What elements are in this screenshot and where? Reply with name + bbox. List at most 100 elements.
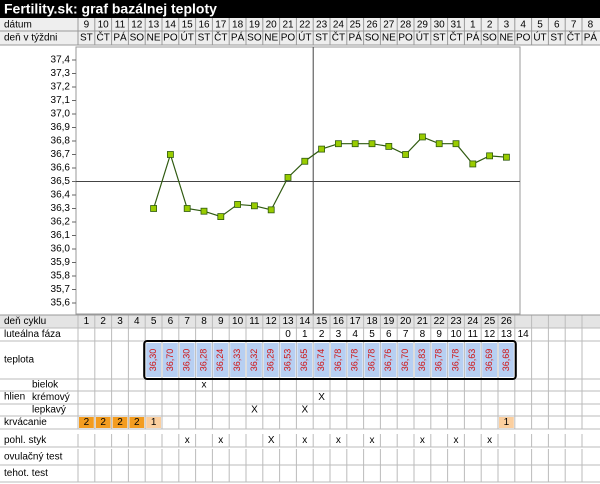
weekday: NE [382, 33, 396, 44]
temp-cell [163, 343, 178, 377]
date: 17 [215, 20, 227, 31]
cell: x [185, 435, 190, 446]
cell: 3 [117, 316, 123, 327]
date: 30 [434, 20, 446, 31]
temp-label: 36,68 [501, 349, 511, 372]
weekday: SO [130, 33, 145, 44]
date: 8 [588, 20, 594, 31]
date: 16 [198, 20, 210, 31]
temperature-point [166, 151, 174, 158]
temp-label: 36,30 [148, 349, 158, 372]
weekday: SO [365, 33, 380, 44]
cell: 14 [299, 316, 311, 327]
temperature-point [402, 151, 410, 158]
cycle-row-bg [0, 315, 600, 328]
temp-cell [213, 343, 229, 377]
cell: 1 [504, 417, 510, 428]
cell: X [251, 405, 258, 416]
temp-cell [297, 343, 313, 377]
y-tick-label: 36,0 [51, 244, 71, 255]
temp-label: 36,33 [232, 349, 242, 372]
cell: x [302, 435, 307, 446]
bleeding-cell [129, 417, 145, 428]
temperature-point [217, 213, 225, 221]
cell: 7 [403, 329, 409, 340]
weekday: ST [80, 33, 93, 44]
date: 10 [98, 20, 110, 31]
temp-cell [448, 343, 464, 377]
y-tick-label: 37,2 [51, 82, 71, 93]
date: 29 [417, 20, 429, 31]
weekday: NE [499, 33, 513, 44]
cell: 21 [417, 316, 429, 327]
weekday: ST [198, 33, 211, 44]
temp-cell [415, 343, 430, 377]
cell: 6 [168, 316, 174, 327]
date: 12 [131, 20, 143, 31]
cell: 24 [467, 316, 479, 327]
cell: 22 [434, 316, 446, 327]
weekday: PÁ [231, 31, 245, 44]
temperature-point [284, 174, 292, 181]
y-tick-label: 37,4 [51, 55, 71, 66]
date: 21 [282, 20, 294, 31]
cell: 7 [184, 316, 190, 327]
cell: X [268, 435, 275, 446]
row-label: ovulačný test [4, 452, 63, 463]
date: 25 [350, 20, 362, 31]
weekday: SO [247, 33, 262, 44]
temp-label: 36,83 [417, 349, 427, 372]
date: 9 [84, 20, 90, 31]
cell: 13 [501, 329, 513, 340]
weekday: ÚT [416, 31, 429, 44]
date: 22 [299, 20, 311, 31]
date: 20 [266, 20, 278, 31]
temperature-point [418, 133, 426, 141]
weekday: NE [264, 33, 278, 44]
y-tick-label: 36,7 [51, 149, 71, 160]
weekday: PO [281, 33, 296, 44]
bleeding-cell [499, 417, 514, 428]
temp-label: 36,76 [383, 349, 393, 372]
row-label: deň cyklu [4, 316, 46, 327]
bleeding-cell [112, 417, 128, 428]
y-tick-label: 35,7 [51, 284, 71, 295]
weekday: PO [163, 33, 178, 44]
weekday: ST [550, 33, 563, 44]
temp-label: 36,28 [198, 349, 208, 372]
y-tick-label: 37,1 [51, 95, 71, 106]
date: 11 [115, 20, 126, 31]
temperature-point [250, 202, 258, 210]
cell: 6 [386, 329, 392, 340]
temp-cell [146, 343, 161, 377]
temperature-point [452, 140, 460, 148]
date: 23 [316, 20, 328, 31]
y-tick-label: 37,0 [51, 109, 71, 120]
chart-frame [75, 46, 521, 315]
temp-cell [482, 343, 497, 377]
cell: 2 [134, 417, 140, 428]
cell: 16 [333, 316, 345, 327]
y-tick-label: 36,4 [51, 190, 71, 201]
temp-cell [263, 343, 279, 377]
cell: 4 [134, 316, 140, 327]
date: 2 [487, 20, 493, 31]
cell: 26 [501, 316, 513, 327]
temp-cell [331, 343, 346, 377]
weekday: PO [516, 33, 531, 44]
date: 3 [504, 20, 510, 31]
temp-cell [230, 343, 245, 377]
row-label: tehot. test [4, 468, 48, 479]
temp-label: 36,78 [333, 349, 343, 372]
temperature-point [234, 201, 242, 208]
temp-label: 36,78 [350, 349, 360, 372]
temp-cell [196, 343, 212, 377]
date: 5 [537, 20, 543, 31]
cell: 8 [201, 316, 207, 327]
cell: X [301, 405, 308, 416]
temperature-point [502, 153, 510, 161]
temp-label: 36,32 [249, 349, 259, 372]
cell: 11 [468, 329, 479, 340]
temp-cell [314, 343, 329, 377]
